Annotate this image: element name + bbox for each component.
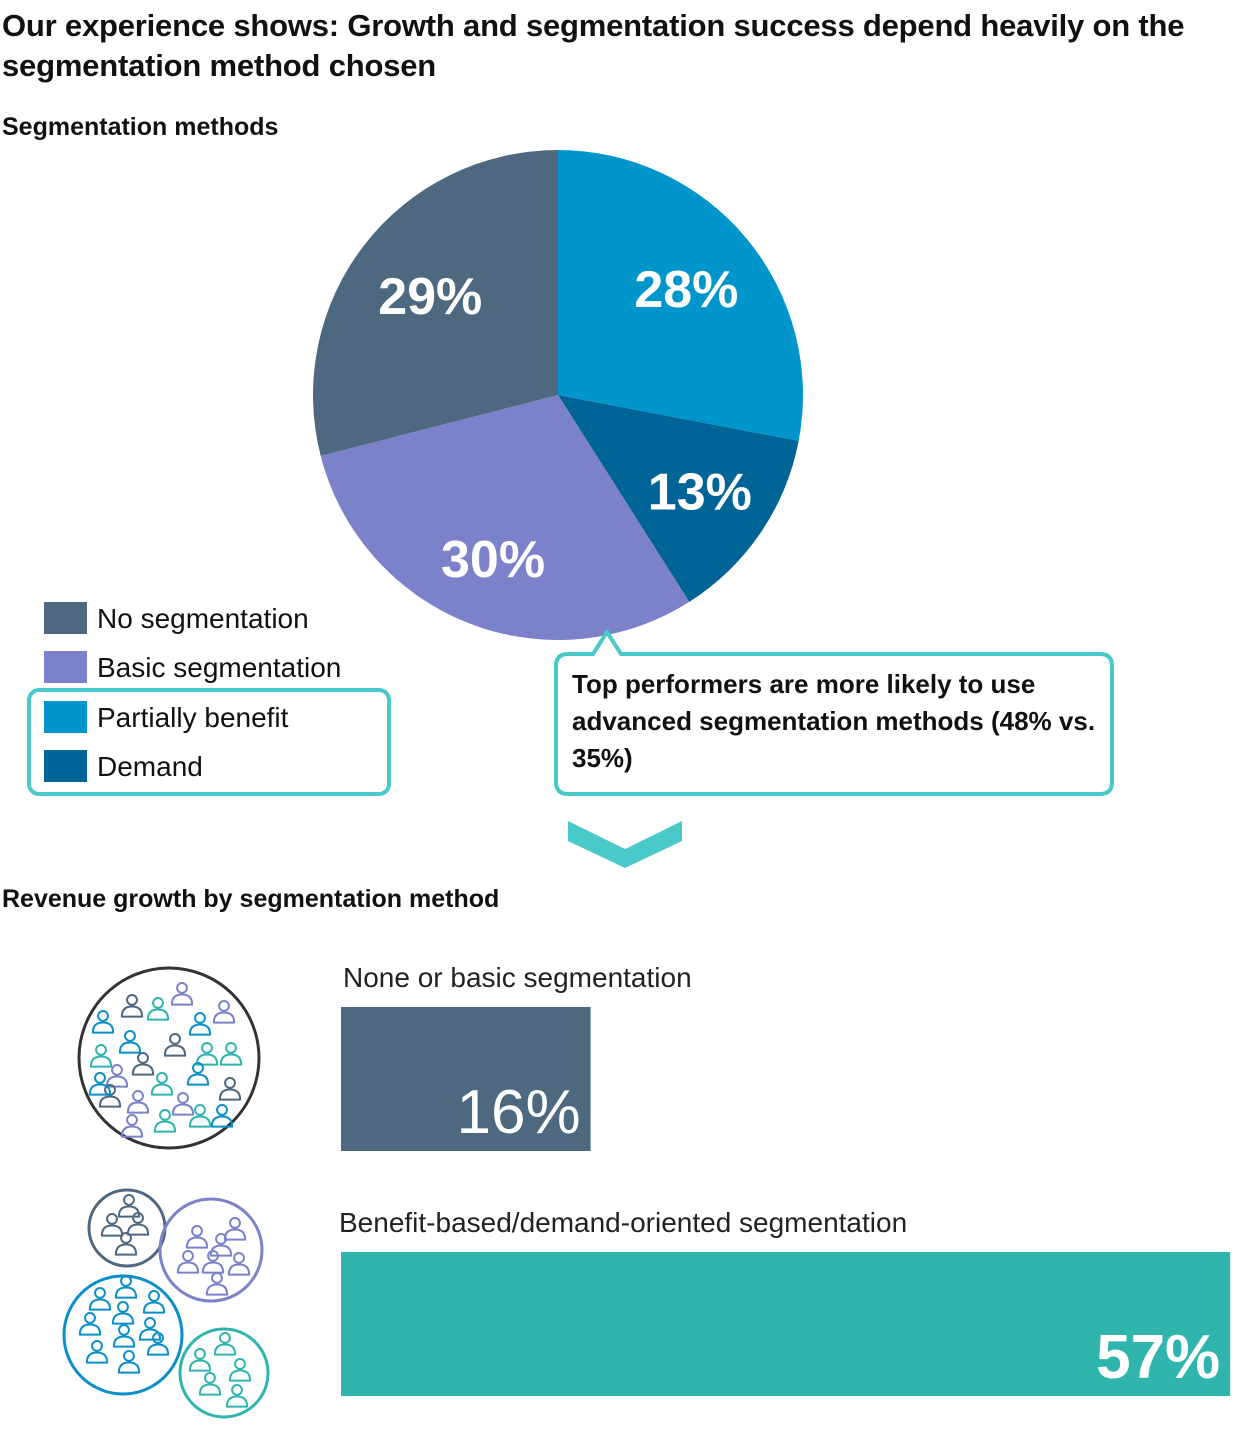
person-icon <box>188 1011 212 1036</box>
person-icon <box>171 1091 195 1116</box>
person-icon <box>88 1286 112 1311</box>
chevron-down-icon <box>568 821 682 868</box>
headline: Our experience shows: Growth and segment… <box>2 8 1185 83</box>
person-icon <box>227 1251 251 1276</box>
person-icon <box>78 1311 102 1336</box>
person-icon <box>88 1071 112 1096</box>
person-icon <box>85 1339 109 1364</box>
bar-none-basic <box>341 1007 591 1151</box>
person-icon <box>210 1103 234 1128</box>
person-icon <box>114 1274 138 1299</box>
person-icon <box>205 1271 229 1296</box>
bar-benefit-demand <box>341 1252 1231 1396</box>
person-icon <box>126 1089 150 1114</box>
person-icon <box>225 1383 249 1408</box>
legend-label: Partially benefit <box>97 702 289 733</box>
person-icon <box>126 1211 150 1236</box>
bar-chart: 16% 57% <box>341 1007 1231 1396</box>
person-icon <box>131 1051 155 1076</box>
pie-slice-label: 30% <box>441 531 545 589</box>
people-crowd-icon <box>77 966 261 1150</box>
legend-swatch <box>44 602 87 634</box>
person-icon <box>185 1224 209 1249</box>
legend-item-partially-benefit: Partially benefit <box>44 699 404 739</box>
person-icon <box>201 1249 225 1274</box>
legend-swatch <box>44 651 87 683</box>
bar-section-title: Revenue growth by segmentation method <box>2 885 500 913</box>
person-icon <box>112 1323 136 1348</box>
person-icon <box>142 1289 166 1314</box>
person-icon <box>118 1029 142 1054</box>
person-icon <box>212 999 236 1024</box>
person-icon <box>188 1103 212 1128</box>
person-icon <box>153 1108 177 1133</box>
bar-value-label: 57% <box>1096 1323 1220 1392</box>
person-icon <box>117 1349 141 1374</box>
pie-slice-no-segmentation <box>313 150 558 456</box>
person-icon <box>105 1063 129 1088</box>
pie-slice-label: 13% <box>648 463 752 521</box>
person-icon <box>111 1300 135 1325</box>
person-icon <box>218 1076 242 1101</box>
person-icon <box>100 1212 124 1237</box>
legend-item-demand: Demand <box>44 748 404 788</box>
callout-box <box>554 630 1114 796</box>
pie-slice-basic-segmentation <box>320 395 690 640</box>
person-icon <box>114 1231 138 1256</box>
legend-item-basic-segmentation: Basic segmentation <box>44 649 404 689</box>
bar-category-label-benefit-demand: Benefit-based/demand-oriented segmentati… <box>339 1207 908 1238</box>
legend-label: No segmentation <box>97 603 309 634</box>
person-icon <box>176 1249 200 1274</box>
legend-highlight-box <box>27 688 391 796</box>
legend-item-no-segmentation: No segmentation <box>44 600 404 640</box>
person-icon <box>91 1009 115 1034</box>
person-icon <box>223 1216 247 1241</box>
legend-swatch <box>44 701 87 733</box>
people-clusters-icon <box>62 1188 270 1419</box>
person-icon <box>198 1371 222 1396</box>
legend-label: Basic segmentation <box>97 652 342 683</box>
bar-category-label-none-basic: None or basic segmentation <box>343 962 692 993</box>
pie-slice-demand <box>558 395 799 602</box>
person-icon <box>188 1347 212 1372</box>
person-icon <box>98 1083 122 1108</box>
person-icon <box>170 981 194 1006</box>
person-icon <box>228 1357 252 1382</box>
person-icon <box>163 1032 187 1057</box>
bar-value-label: 16% <box>457 1078 581 1147</box>
pie-slice-label: 28% <box>634 261 738 319</box>
person-icon <box>213 1331 237 1356</box>
pie-slice-label: 29% <box>378 268 482 326</box>
callout-text: Top performers are more likely to use ad… <box>572 669 1096 773</box>
person-icon <box>120 1113 144 1138</box>
person-icon <box>89 1043 113 1068</box>
pie-slice-partially-benefit <box>558 150 803 441</box>
person-icon <box>209 1232 233 1257</box>
person-icon <box>146 996 170 1021</box>
person-icon <box>195 1041 219 1066</box>
person-icon <box>219 1041 243 1066</box>
person-icon <box>138 1316 162 1341</box>
legend-swatch <box>44 750 87 782</box>
person-icon <box>186 1061 210 1086</box>
pie-chart: 28% 13% 30% 29% <box>313 150 803 640</box>
person-icon <box>120 993 144 1018</box>
person-icon <box>150 1071 174 1096</box>
pie-section-title: Segmentation methods <box>2 113 279 141</box>
legend-label: Demand <box>97 751 203 782</box>
person-icon <box>146 1331 170 1356</box>
